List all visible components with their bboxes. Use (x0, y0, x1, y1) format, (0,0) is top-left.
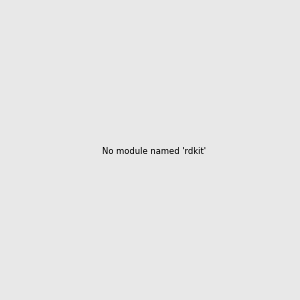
Text: No module named 'rdkit': No module named 'rdkit' (102, 147, 206, 156)
